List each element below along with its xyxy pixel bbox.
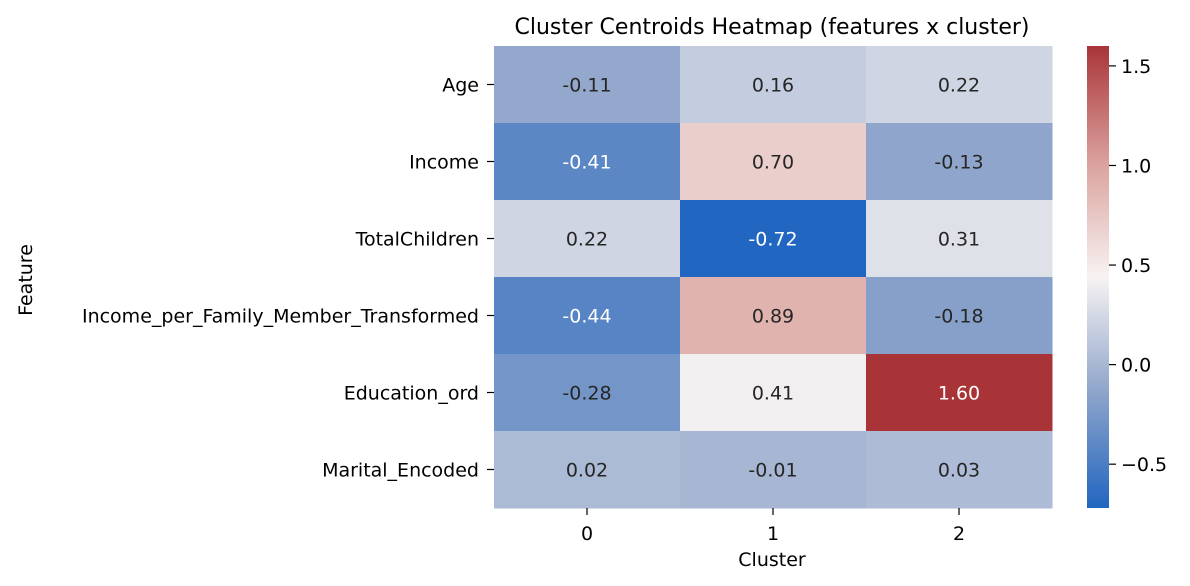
heatmap-cell — [866, 431, 1053, 509]
heatmap-cell — [680, 431, 867, 509]
heatmap-cell — [866, 123, 1053, 201]
cell-value-label: 0.41 — [752, 383, 794, 405]
y-tick-labels: Age Income TotalChildren Income_per_Family_… — [82, 75, 494, 482]
x-tick-label: 2 — [953, 523, 965, 545]
cell-value-label: -0.41 — [562, 152, 611, 174]
heatmap-cell — [494, 123, 681, 201]
heatmap-cell — [680, 200, 867, 278]
heatmap-cell — [680, 354, 867, 432]
cell-value-label: -0.13 — [934, 152, 983, 174]
colorbar: −0.5 0.0 0.5 1.0 1.5 — [1087, 46, 1167, 508]
heatmap-cell — [494, 354, 681, 432]
cell-value-label: 0.03 — [938, 460, 980, 482]
cell-value-label: 0.22 — [566, 229, 608, 251]
heatmap-cell — [494, 431, 681, 509]
colorbar-tick-label: 0.5 — [1121, 255, 1151, 277]
colorbar-tick-label: 0.0 — [1121, 355, 1151, 377]
cell-value-label: 0.89 — [752, 306, 794, 328]
heatmap-cell — [680, 46, 867, 124]
cell-value-label: -0.18 — [934, 306, 983, 328]
chart-title: Cluster Centroids Heatmap (features x cl… — [514, 15, 1029, 40]
heatmap-cell — [866, 354, 1053, 432]
y-axis-label: Feature — [15, 244, 37, 316]
y-tick-label: Marital_Encoded — [322, 460, 479, 482]
cell-value-label: 0.31 — [938, 229, 980, 251]
colorbar-gradient — [1087, 46, 1109, 508]
y-tick-label: Income — [409, 152, 479, 174]
y-tick-label: TotalChildren — [355, 229, 479, 251]
cell-value-label: -0.01 — [748, 460, 797, 482]
colorbar-tick-label: 1.0 — [1121, 155, 1151, 177]
colorbar-tick-label: −0.5 — [1121, 454, 1167, 476]
cell-value-label: 1.60 — [938, 383, 980, 405]
y-tick-label: Income_per_Family_Member_Transformed — [82, 306, 479, 328]
heatmap-cell — [866, 200, 1053, 278]
heatmap-cell — [866, 46, 1053, 124]
x-tick-labels: 0 1 2 — [581, 508, 965, 545]
cell-value-label: -0.11 — [562, 75, 611, 97]
cell-value-label: -0.72 — [748, 229, 797, 251]
y-tick-label: Education_ord — [344, 383, 479, 405]
heatmap-cell — [494, 200, 681, 278]
x-axis-label: Cluster — [738, 549, 806, 571]
cell-value-label: 0.22 — [938, 75, 980, 97]
heatmap-cell — [680, 123, 867, 201]
heatmap-cells: -0.11 0.16 0.22 -0.41 0.70 -0.13 0.22 -0.72 0.31… — [494, 46, 1053, 509]
cell-value-label: 0.16 — [752, 75, 794, 97]
cell-value-label: -0.44 — [562, 306, 611, 328]
colorbar-tick-label: 1.5 — [1121, 56, 1151, 78]
cell-value-label: 0.70 — [752, 152, 794, 174]
heatmap-cell — [494, 46, 681, 124]
x-tick-label: 1 — [767, 523, 779, 545]
heatmap-cell — [494, 277, 681, 355]
heatmap-cell — [866, 277, 1053, 355]
y-tick-label: Age — [442, 75, 479, 97]
cell-value-label: 0.02 — [566, 460, 608, 482]
x-tick-label: 0 — [581, 523, 593, 545]
heatmap-cell — [680, 277, 867, 355]
cell-value-label: -0.28 — [562, 383, 611, 405]
